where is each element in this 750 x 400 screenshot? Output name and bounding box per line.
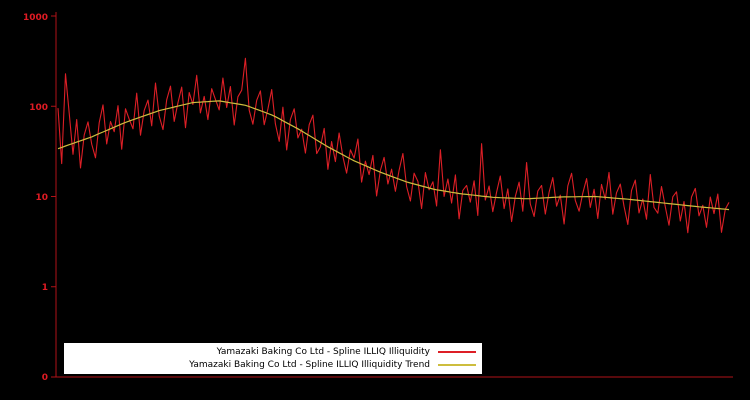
legend-entry-trend: Yamazaki Baking Co Ltd - Spline ILLIQ Il…	[70, 358, 476, 371]
legend: Yamazaki Baking Co Ltd - Spline ILLIQ Il…	[64, 343, 482, 374]
y-tick-label-10: 10	[35, 193, 48, 203]
y-tick-label-1: 1	[42, 283, 48, 293]
legend-entry-illiq: Yamazaki Baking Co Ltd - Spline ILLIQ Il…	[70, 345, 476, 358]
legend-label-trend: Yamazaki Baking Co Ltd - Spline ILLIQ Il…	[189, 359, 430, 370]
trend-series-line	[57, 100, 730, 211]
y-axis-ticks	[51, 15, 56, 378]
legend-line-sample-illiq	[438, 350, 476, 353]
y-tick-label-0: 0	[42, 373, 48, 383]
illiq-series-line	[57, 57, 730, 234]
legend-label-illiq: Yamazaki Baking Co Ltd - Spline ILLIQ Il…	[216, 346, 430, 357]
y-tick-label-100: 100	[29, 103, 48, 113]
legend-line-sample-trend	[438, 363, 476, 366]
y-tick-label-1000: 1000	[23, 13, 48, 23]
